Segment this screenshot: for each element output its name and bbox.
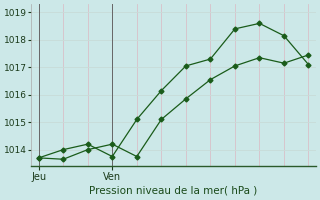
X-axis label: Pression niveau de la mer( hPa ): Pression niveau de la mer( hPa )	[90, 186, 258, 196]
